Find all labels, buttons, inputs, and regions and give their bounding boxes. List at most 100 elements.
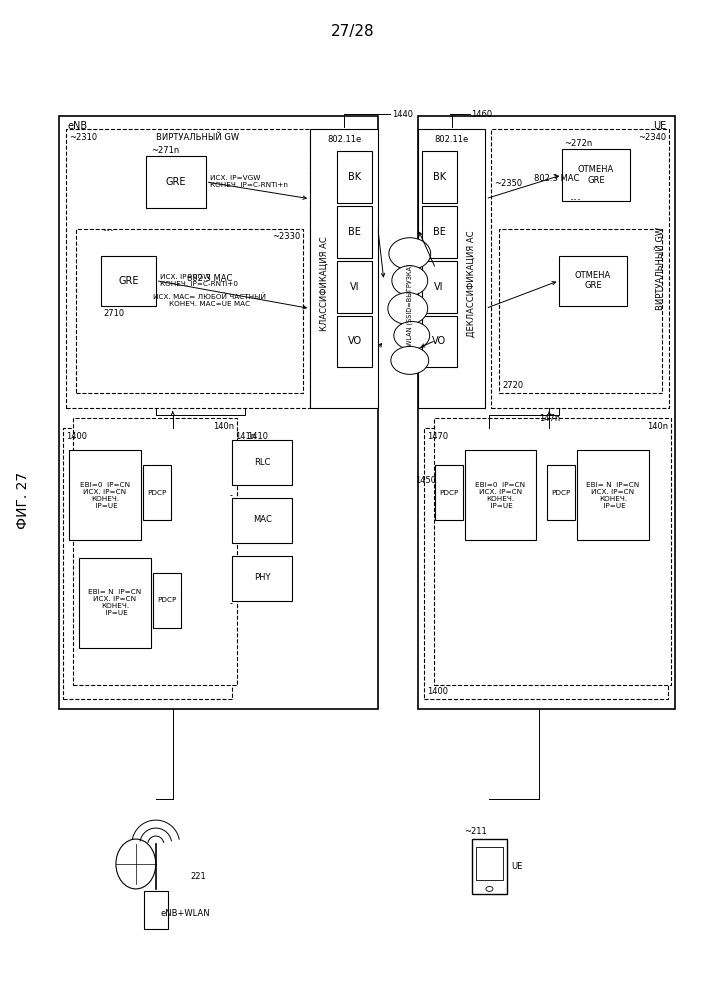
Text: ~272n: ~272n	[564, 139, 592, 148]
Text: 140n: 140n	[647, 422, 667, 431]
Bar	[146, 156, 206, 208]
Bar	[476, 847, 503, 880]
Text: VO: VO	[432, 336, 446, 346]
Bar	[63, 428, 233, 699]
Text: VI: VI	[434, 282, 444, 292]
Text: ~271n: ~271n	[151, 146, 179, 155]
Ellipse shape	[486, 886, 493, 891]
Text: VO: VO	[347, 336, 361, 346]
Text: 2710: 2710	[103, 309, 124, 318]
Bar	[562, 149, 630, 201]
Text: 1410: 1410	[247, 432, 269, 441]
Text: PDCP: PDCP	[147, 490, 166, 496]
Bar	[423, 428, 667, 699]
Bar	[418, 116, 674, 709]
Bar	[337, 316, 372, 367]
Bar	[66, 129, 310, 408]
Text: PHY: PHY	[254, 573, 271, 582]
Bar	[144, 891, 168, 929]
Bar	[577, 450, 649, 540]
Bar	[559, 256, 627, 306]
Bar	[233, 440, 292, 485]
Text: 141n: 141n	[235, 432, 257, 441]
Text: BK: BK	[348, 172, 361, 182]
Text: 802.3 МАС: 802.3 МАС	[534, 174, 579, 183]
Bar	[59, 116, 378, 709]
Bar	[337, 206, 372, 258]
Text: 1400: 1400	[66, 432, 87, 441]
Bar	[233, 498, 292, 543]
Text: RLC: RLC	[255, 458, 271, 467]
Bar	[337, 151, 372, 203]
Text: EBI=0  IP=CN
ИСХ. IP=CN
КОНЕЧ.
 IP=UE: EBI=0 IP=CN ИСХ. IP=CN КОНЕЧ. IP=UE	[80, 482, 130, 509]
Text: ОТМЕНА
GRE: ОТМЕНА GRE	[578, 165, 614, 185]
Text: 802.11е: 802.11е	[327, 135, 361, 144]
Text: ~211: ~211	[464, 827, 487, 836]
Text: ИСХ. МАС= ЛЮБОЙ ЧАСТНЫЙ
КОНЕЧ. МАС=UE МАС: ИСХ. МАС= ЛЮБОЙ ЧАСТНЫЙ КОНЕЧ. МАС=UE МА…	[153, 294, 266, 307]
Text: PDCP: PDCP	[157, 597, 177, 603]
Text: EBI= N  IP=CN
ИСХ. IP=CN
КОНЕЧ.
 IP=UE: EBI= N IP=CN ИСХ. IP=CN КОНЕЧ. IP=UE	[88, 589, 141, 616]
Text: BK: BK	[433, 172, 445, 182]
Bar	[337, 261, 372, 313]
Text: EBI= N  IP=CN
ИСХ. IP=CN
КОНЕЧ.
 IP=UE: EBI= N IP=CN ИСХ. IP=CN КОНЕЧ. IP=UE	[586, 482, 640, 509]
Bar	[153, 573, 181, 628]
Bar	[76, 229, 303, 393]
Text: WLAN (SSID=ВЫГРУЗКА): WLAN (SSID=ВЫГРУЗКА)	[407, 263, 413, 346]
Text: 1400: 1400	[427, 687, 448, 696]
Text: 1460: 1460	[472, 110, 493, 119]
Text: ~2340: ~2340	[638, 133, 666, 142]
Text: UE: UE	[653, 121, 667, 131]
Bar	[433, 418, 671, 685]
Ellipse shape	[389, 238, 431, 270]
Bar	[143, 465, 170, 520]
Text: 27/28: 27/28	[331, 24, 375, 39]
Text: BE: BE	[433, 227, 445, 237]
Bar	[69, 450, 141, 540]
Bar	[499, 229, 662, 393]
Text: VI: VI	[350, 282, 359, 292]
Ellipse shape	[116, 839, 156, 889]
Text: 802.11е: 802.11е	[435, 135, 469, 144]
Ellipse shape	[388, 293, 428, 324]
Bar	[422, 316, 457, 367]
Text: ОТМЕНА
GRE: ОТМЕНА GRE	[575, 271, 611, 290]
Text: BE: BE	[348, 227, 361, 237]
Bar	[464, 450, 537, 540]
Text: ВИРТУАЛЬНЫЙ GW: ВИРТУАЛЬНЫЙ GW	[656, 227, 665, 310]
Text: PDCP: PDCP	[439, 490, 458, 496]
Text: ДЕКЛАССИФИКАЦИЯ АС: ДЕКЛАССИФИКАЦИЯ АС	[467, 230, 476, 337]
Text: ...: ...	[570, 190, 582, 203]
Bar	[472, 839, 508, 894]
Bar	[418, 129, 486, 408]
Text: МАС: МАС	[253, 515, 271, 524]
Bar	[73, 418, 238, 685]
Text: ВИРТУАЛЬНЫЙ GW: ВИРТУАЛЬНЫЙ GW	[156, 133, 239, 142]
Text: PDCP: PDCP	[551, 490, 571, 496]
Text: 221: 221	[191, 872, 206, 881]
Text: 140n: 140n	[214, 422, 235, 431]
Text: eNB: eNB	[67, 121, 87, 131]
Bar	[79, 558, 151, 648]
Text: 1440: 1440	[392, 110, 413, 119]
Text: eNB+WLAN: eNB+WLAN	[160, 909, 211, 918]
Text: ~2330: ~2330	[272, 232, 300, 241]
Text: ИСХ. IP=VGW
КОНЕЧ. IP=C-RNTi+n: ИСХ. IP=VGW КОНЕЧ. IP=C-RNTi+n	[209, 175, 288, 188]
Text: 147n: 147n	[539, 414, 561, 423]
Ellipse shape	[391, 346, 428, 374]
Bar	[422, 151, 457, 203]
Bar	[422, 206, 457, 258]
Text: ~2310: ~2310	[69, 133, 98, 142]
Bar	[233, 556, 292, 601]
Text: ~2350: ~2350	[494, 179, 522, 188]
Text: 1470: 1470	[427, 432, 448, 441]
Bar	[435, 465, 462, 520]
Text: ...: ...	[103, 221, 115, 234]
Text: 802.3 МАС: 802.3 МАС	[187, 274, 233, 283]
Text: 1450: 1450	[415, 476, 436, 485]
Text: 2720: 2720	[503, 381, 524, 390]
Text: КЛАССИФИКАЦИЯ АС: КЛАССИФИКАЦИЯ АС	[320, 236, 329, 331]
Ellipse shape	[394, 321, 430, 349]
Bar	[310, 129, 378, 408]
Text: ФИГ. 27: ФИГ. 27	[16, 471, 30, 529]
Bar	[547, 465, 575, 520]
